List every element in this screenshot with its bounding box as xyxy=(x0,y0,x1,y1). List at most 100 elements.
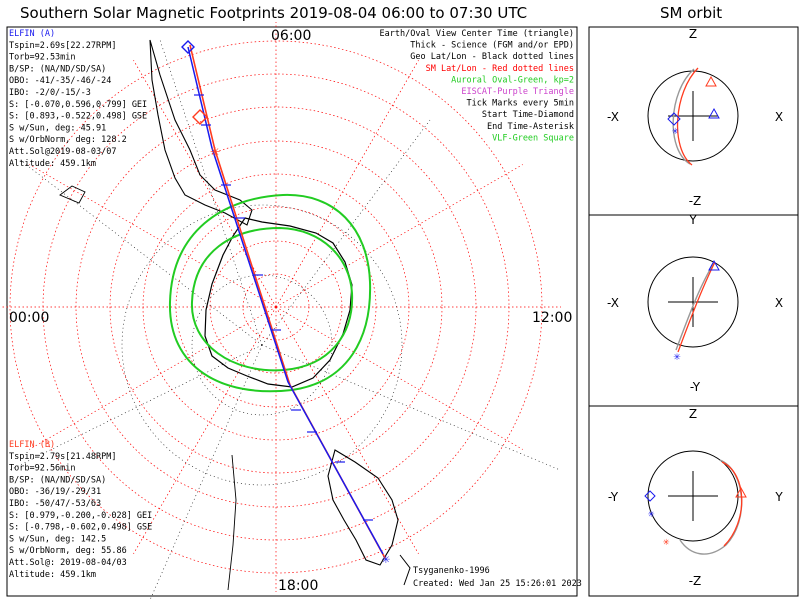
sm-meridian-60 xyxy=(275,306,419,554)
elfin-b-info-line-10: Att.Sol@: 2019-08-04/03 xyxy=(9,558,127,568)
elfin-b-info-line-0: ELFIN (B) xyxy=(9,440,55,450)
legend-item-5: EISCAT-Purple Triangle xyxy=(461,87,574,97)
antarctica-coastline xyxy=(204,217,353,388)
orbit-panel-3: Z -Z -Y Y xyxy=(608,407,783,588)
meridian-coast-segment xyxy=(227,454,237,591)
geo-meridian-3 xyxy=(149,344,263,600)
auroral-oval-outer xyxy=(168,193,372,393)
sm-lat-circle-7 xyxy=(9,40,543,574)
map-frame xyxy=(6,26,578,597)
elfin-b-info-line-11: Altitude: 459.1km xyxy=(9,570,96,580)
axis-label-top: Z xyxy=(689,27,697,41)
orbit3-asterisk-b: ✳ xyxy=(663,535,670,548)
orbit-panel-2: Y -Y -X X xyxy=(607,213,783,394)
elfin-b-info-line-5: IBO: -50/47/-53/63 xyxy=(9,499,101,509)
legend-item-6: Tick Marks every 5min xyxy=(467,99,574,109)
legend-item-4: Auroral Oval-Green, kp=2 xyxy=(451,75,574,85)
axis-label-left: -Y xyxy=(608,490,619,504)
earth-circle xyxy=(647,450,739,542)
earth-circle xyxy=(647,70,739,162)
sm-lat-circle-4 xyxy=(109,140,443,474)
elfin-b-info-line-6: S: [0.979,-0.200,-0.028] GEI xyxy=(9,511,152,521)
elfin-b-info-line-7: S: [-0.798,-0.602,0.498] GSE xyxy=(9,523,152,533)
elfin-a-track xyxy=(187,46,384,555)
clock-label-left: 00:00 xyxy=(9,310,49,326)
axis-label-top: Y xyxy=(688,213,697,227)
sm-meridian-120 xyxy=(133,306,277,554)
elfin-a-info-line-7: S: [0.893,-0.522,0.498] GSE xyxy=(9,112,147,122)
elfin-a-info-line-10: Att.Sol@2019-08-03/07 xyxy=(9,147,116,157)
geo-lat-circle-0 xyxy=(191,274,333,416)
orbit2-triangle xyxy=(708,259,720,271)
orbit-panels: Z -Z -X X Y -Y -X X Z -Z -Y Y ✳ ✳ ✳ ✳ xyxy=(607,27,783,588)
axis-label-left: -X xyxy=(607,296,619,310)
legend-item-1: Thick - Science (FGM and/or EPD) xyxy=(410,41,574,51)
axis-label-right: Y xyxy=(774,490,783,504)
plot-title: Southern Solar Magnetic Footprints 2019-… xyxy=(20,4,527,22)
elfin-a-end-asterisk: ✳ xyxy=(382,551,391,567)
axis-label-left: -X xyxy=(607,110,619,124)
orbit-frame xyxy=(588,26,799,597)
clock-label-bottom: 18:00 xyxy=(278,578,318,594)
sm-lat-circle-1 xyxy=(209,240,343,374)
elfin-a-info-line-5: IBO: -2/0/-15/-3 xyxy=(9,88,91,98)
orbit1-gray xyxy=(672,68,695,165)
geo-meridian-4 xyxy=(9,344,263,471)
new-zealand-coastline xyxy=(399,554,411,586)
sm-meridian-150 xyxy=(29,306,277,450)
elfin-a-info-line-8: S w/Sun, deg: 45.91 xyxy=(9,123,106,133)
elfin-b-info: ELFIN (B) Tspin=2.79s[21.48RPM] Torb=92.56… xyxy=(9,440,152,580)
orbit3-diamond xyxy=(644,490,656,502)
polar-map: ✳✳ xyxy=(0,22,561,600)
geo-meridian-2 xyxy=(261,344,561,471)
elfin-b-end-asterisk: ✳ xyxy=(210,141,220,160)
legend-item-7: Start Time-Diamond xyxy=(482,110,574,120)
elfin-a-info-line-0: ELFIN (A) xyxy=(9,29,55,39)
legend-item-2: Geo Lat/Lon - Black dotted lines xyxy=(410,52,574,62)
orbit-title: SM orbit xyxy=(660,4,722,22)
sm-meridian-300 xyxy=(275,60,419,308)
geo-meridian-0 xyxy=(159,39,263,346)
south-america-coastline xyxy=(149,39,253,226)
earth-circle xyxy=(647,256,739,348)
elfin-a-start-diamond xyxy=(181,40,195,54)
auroral-oval-inner xyxy=(190,226,354,372)
orbit1-asterisk: ✳ xyxy=(672,124,679,137)
elfin-b-info-line-8: S w/Sun, deg: 142.5 xyxy=(9,534,106,544)
elfin-a-info-line-1: Tspin=2.69s[22.27RPM] xyxy=(9,41,116,51)
orbit3-red xyxy=(721,461,743,547)
axis-label-bottom: -Z xyxy=(689,194,702,208)
sm-meridian-210 xyxy=(29,164,277,308)
orbit3-triangle xyxy=(735,486,747,498)
orbit-panel-1: Z -Z -X X xyxy=(607,27,783,208)
elfin-a-info: ELFIN (A) Tspin=2.69s[22.27RPM] Torb=92.53… xyxy=(9,29,147,169)
model-label: Tsyganenko-1996 xyxy=(413,566,490,576)
elfin-a-info-line-4: OBO: -41/-35/-46/-24 xyxy=(9,76,111,86)
elfin-a-info-line-3: B/SP: (NA/ND/SD/SA) xyxy=(9,64,106,74)
island-coastline xyxy=(59,185,86,204)
axis-label-top: Z xyxy=(689,407,697,421)
clock-label-right: 12:00 xyxy=(532,310,572,326)
orbit3-asterisk: ✳ xyxy=(648,507,655,520)
created-label: Created: Wed Jan 25 15:26:01 2023 xyxy=(413,579,582,589)
legend: Earth/Oval View Center Time (triangle) Th… xyxy=(380,29,574,143)
sm-meridian-240 xyxy=(133,60,277,308)
legend-item-0: Earth/Oval View Center Time (triangle) xyxy=(380,29,574,39)
orbit1-triangle-b xyxy=(705,75,717,87)
elfin-a-info-line-9: S w/OrbNorm, deg: 128.2 xyxy=(9,135,127,145)
axis-label-bottom: -Z xyxy=(689,574,702,588)
elfin-b-info-line-3: B/SP: (NA/ND/SD/SA) xyxy=(9,475,106,485)
elfin-b-info-line-1: Tspin=2.79s[21.48RPM] xyxy=(9,452,116,462)
orbit1-triangle-a xyxy=(708,107,720,119)
geo-meridian-5 xyxy=(19,159,263,346)
elfin-a-info-line-6: S: [-0.070,0.596,0.799] GEI xyxy=(9,100,147,110)
elfin-b-start-diamond xyxy=(192,109,208,125)
elfin-a-info-line-2: Torb=92.53min xyxy=(9,53,76,63)
axis-label-bottom: -Y xyxy=(690,380,701,394)
orbit2-red xyxy=(677,261,716,353)
geo-meridian-1 xyxy=(261,119,431,346)
legend-item-3: SM Lat/Lon - Red dotted lines xyxy=(426,64,574,74)
elfin-b-info-line-4: OBO: -36/19/-29/31 xyxy=(9,487,101,497)
elfin-b-info-line-9: S w/OrbNorm, deg: 55.86 xyxy=(9,546,127,556)
